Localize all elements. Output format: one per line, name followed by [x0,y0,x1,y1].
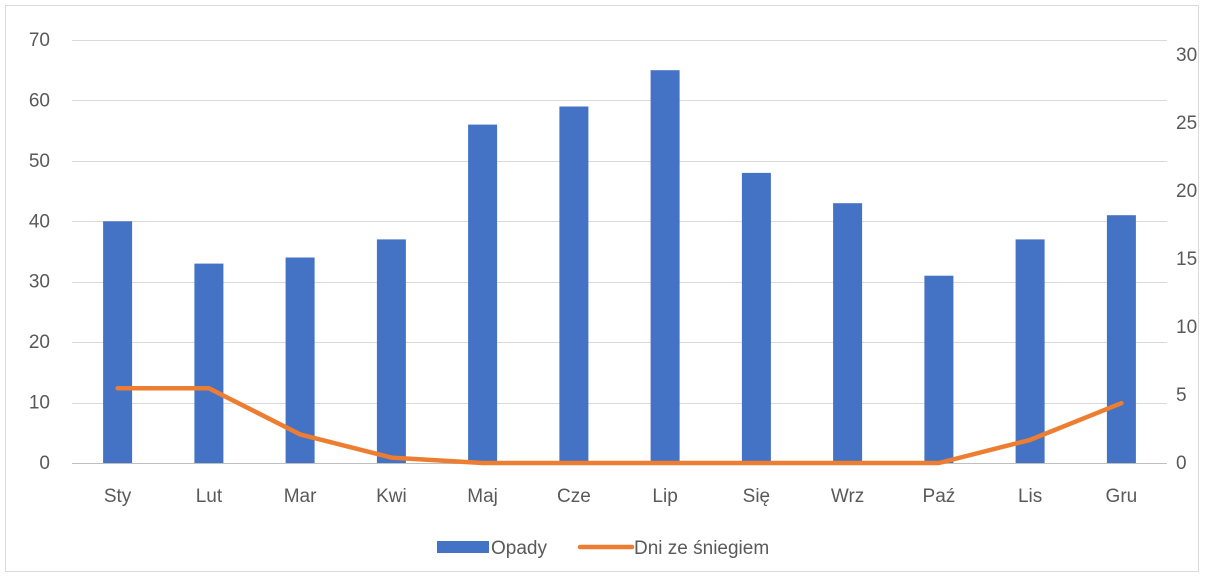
y-tick-label-right: 20 [1176,181,1197,202]
y-tick-label-left: 70 [29,30,50,51]
x-tick-label: Lut [196,486,223,507]
legend-swatch-opady [437,541,489,553]
bar-Maj [468,124,498,463]
bar-Paź [924,275,954,463]
y-axis-right: 0 5 10 15 20 25 30 [1176,45,1197,474]
line-path [115,385,1124,466]
x-tick-label: Cze [557,486,591,507]
legend-label-opady: Opady [491,538,547,559]
y-tick-label-right: 5 [1176,385,1187,406]
y-tick-label-left: 40 [29,211,50,232]
y-tick-label-right: 0 [1176,453,1187,474]
bar-Sty [103,221,133,463]
x-tick-label: Gru [1106,486,1138,507]
bar-Się [741,172,771,463]
y-tick-label-left: 60 [29,90,50,111]
y-tick-label-left: 50 [29,151,50,172]
bar-Lut [194,263,224,463]
x-tick-label: Lis [1018,486,1042,507]
legend-label-dni-ze-sniegiem: Dni ze śniegiem [634,538,769,559]
y-tick-label-left: 20 [29,332,50,353]
x-tick-label: Kwi [376,486,407,507]
bar-Lip [650,70,680,463]
bar-Gru [1106,215,1136,463]
y-tick-label-right: 15 [1176,249,1197,270]
legend: Opady Dni ze śniegiem [437,538,769,559]
y-tick-label-left: 0 [39,453,50,474]
bar-Cze [559,106,589,463]
x-tick-label: Maj [467,486,498,507]
y-tick-label-right: 10 [1176,317,1197,338]
y-tick-label-right: 25 [1176,113,1197,134]
x-tick-label: Sty [104,486,132,507]
x-tick-label: Lip [652,486,677,507]
y-tick-label-left: 10 [29,393,50,414]
bar-Kwi [376,239,406,463]
x-tick-label: Wrz [831,486,864,507]
y-axis-left: 0 10 20 30 40 50 60 70 [29,30,50,474]
bar-Lis [1015,239,1045,463]
bar-series-opady [103,70,1136,463]
x-tick-label: Mar [284,486,317,507]
line-series-dni-ze-sniegiem [115,385,1124,466]
y-tick-label-right: 30 [1176,45,1197,66]
x-tick-label: Paź [923,486,956,507]
gridlines [72,40,1167,464]
bar-Wrz [833,203,863,463]
x-tick-label: Się [743,486,770,507]
y-tick-label-left: 30 [29,272,50,293]
x-axis: Sty Lut Mar Kwi Maj Cze Lip Się Wrz Paź Lis Gru [104,486,1137,507]
